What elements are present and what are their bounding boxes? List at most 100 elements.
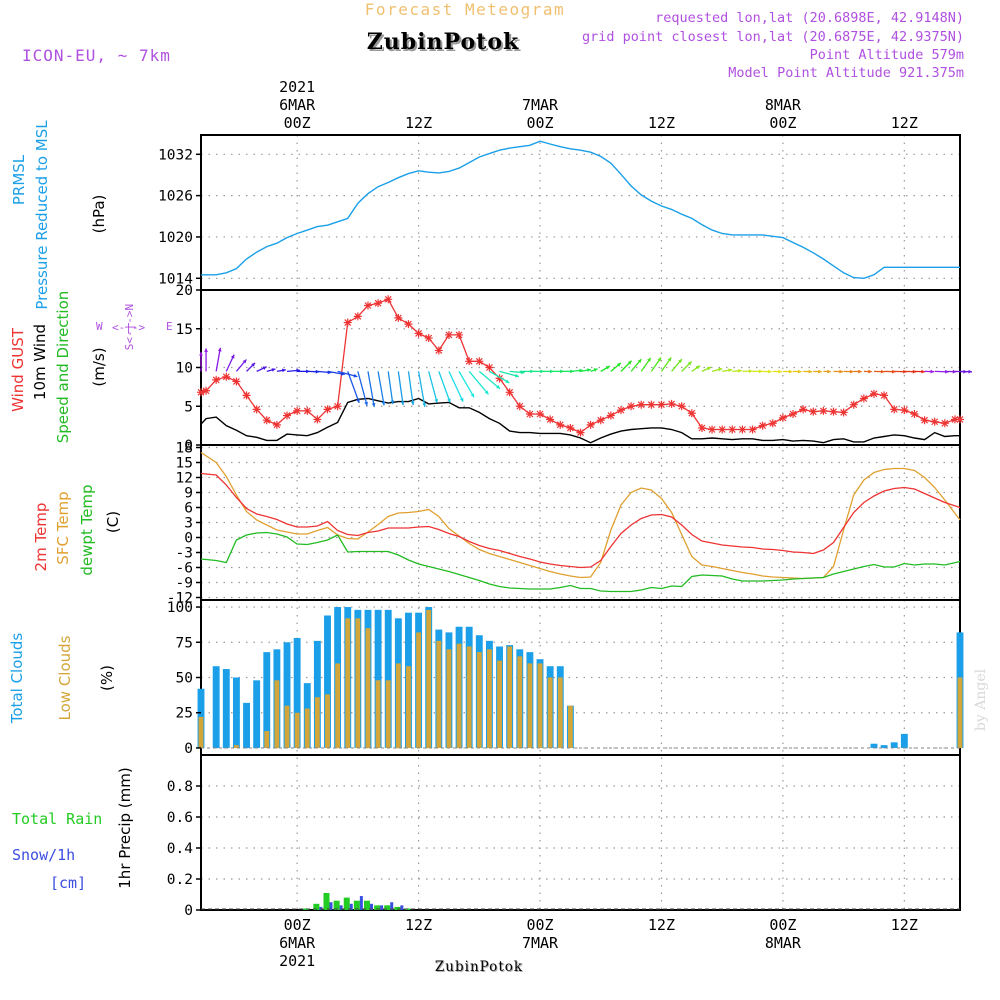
gust-marker — [809, 407, 818, 416]
temp-y-tick-label: 6 — [184, 501, 193, 517]
gust-marker — [242, 391, 251, 400]
gust-marker — [556, 420, 565, 429]
total-cloud-bar — [880, 745, 888, 748]
grid-layer — [201, 135, 960, 911]
total-cloud-bar — [283, 642, 291, 748]
clouds-y-tick-label: 75 — [176, 635, 193, 651]
gust-marker — [667, 399, 676, 408]
snow-bar — [369, 903, 373, 910]
requested-coords: requested lon,lat (20.6898E, 42.9148N) — [655, 10, 964, 26]
top-time-label: 12Z — [648, 114, 675, 132]
wind-direction-arrowhead — [262, 366, 267, 370]
wind-direction-arrowhead — [707, 366, 712, 371]
bottom-time-label: 6MAR — [279, 934, 316, 952]
gust-marker — [859, 394, 868, 403]
low-cloud-bar — [314, 697, 320, 748]
wind-direction-arrowhead — [678, 359, 682, 364]
temp-label-dewpt: dewpt Temp — [78, 484, 96, 575]
sfc-temp-line — [200, 451, 961, 580]
low-cloud-bar — [375, 680, 381, 748]
rain-bar — [333, 900, 340, 910]
total-cloud-bar — [870, 743, 878, 748]
total-cloud-bar — [243, 702, 250, 748]
top-time-label: 00Z — [526, 114, 553, 132]
pressure-panel-frame — [200, 134, 961, 291]
gust-marker — [768, 419, 777, 428]
total-cloud-bar — [263, 652, 271, 748]
total-cloud-bar — [313, 640, 321, 748]
gust-marker — [475, 357, 484, 366]
gust-marker — [232, 377, 241, 386]
dewpt-line — [200, 531, 961, 593]
low-cloud-bar — [345, 618, 351, 748]
gust-marker — [930, 417, 939, 426]
total-cloud-bar — [253, 680, 261, 748]
wind-direction-arrowhead — [637, 359, 642, 364]
gust-marker — [880, 391, 889, 400]
gust-marker — [353, 312, 362, 321]
temp-y-tick-label: 12 — [176, 471, 193, 487]
wind-y-tick-label: 10 — [176, 361, 193, 377]
temp-label-unit: (C) — [104, 511, 122, 533]
top-time-label: 12Z — [405, 114, 432, 132]
wind-direction-arrowhead — [587, 368, 591, 373]
top-time-label: 00Z — [284, 114, 311, 132]
rain-bar — [313, 903, 320, 910]
wind-label-direction: Speed and Direction — [54, 291, 72, 444]
precip-y-tick-label: 0.2 — [167, 872, 193, 888]
gust-marker — [576, 428, 585, 437]
wind-direction-arrowhead — [627, 360, 632, 365]
clouds-label-unit: (%) — [98, 665, 116, 691]
temp-y-tick-label: 0 — [184, 531, 193, 547]
bottom-time-label: 00Z — [526, 916, 553, 934]
low-cloud-bar — [234, 745, 239, 748]
marks-layer — [197, 140, 973, 910]
precip-label-snow: Snow/1h — [12, 846, 75, 864]
wind-direction-arrowhead — [616, 363, 621, 367]
wind-label-gust: Wind GUST — [9, 327, 27, 412]
rain-bar — [323, 892, 330, 910]
wind-direction-arrowhead — [605, 366, 610, 370]
gust-marker — [546, 415, 555, 424]
wind-direction-arrow — [367, 371, 375, 407]
precip-panel-frame — [200, 754, 961, 911]
gust-marker — [293, 406, 302, 415]
rain-bar — [374, 905, 381, 910]
temp-y-tick-label: -12 — [167, 591, 193, 607]
gust-marker — [424, 334, 433, 343]
gust-marker — [384, 295, 393, 304]
gust-marker — [465, 357, 474, 366]
wind-direction-arrow — [417, 371, 426, 407]
wind-direction-arrowhead — [728, 368, 733, 373]
top-time-label: 12Z — [891, 114, 918, 132]
gust-marker — [789, 410, 798, 418]
wind-direction-arrowhead — [496, 385, 500, 389]
wind-direction-arrowhead — [505, 379, 510, 383]
wind-direction-arrowhead — [217, 347, 222, 352]
wind-direction-arrow — [468, 370, 489, 395]
wind-direction-arrow — [347, 371, 360, 404]
gust-marker — [525, 410, 534, 418]
wind-direction-arrowhead — [353, 373, 358, 378]
clouds-label-low: Low Clouds — [56, 635, 74, 720]
wind-direction-arrow — [428, 371, 438, 403]
low-cloud-bar — [406, 666, 411, 748]
low-cloud-bar — [567, 705, 573, 748]
low-cloud-bar — [487, 649, 492, 748]
gust-marker — [748, 425, 757, 434]
wind-direction-arrowhead — [230, 354, 235, 359]
wind-direction-arrowhead — [579, 368, 583, 373]
wind-direction-arrowhead — [593, 368, 598, 372]
precip-y-tick-label: 0 — [184, 903, 193, 919]
low-cloud-bar — [557, 677, 563, 748]
wind-direction-arrowhead — [818, 369, 822, 374]
pressure-label-unit: (hPa) — [90, 195, 108, 234]
gust-marker — [444, 330, 453, 339]
wind-direction-arrowhead — [759, 369, 763, 374]
gust-marker — [272, 420, 281, 429]
temp-y-tick-label: -9 — [176, 576, 193, 592]
gust-marker — [829, 407, 838, 416]
wind-direction-arrowhead — [371, 403, 376, 407]
total-cloud-bar — [900, 733, 908, 748]
wind-direction-arrowhead — [788, 369, 793, 374]
